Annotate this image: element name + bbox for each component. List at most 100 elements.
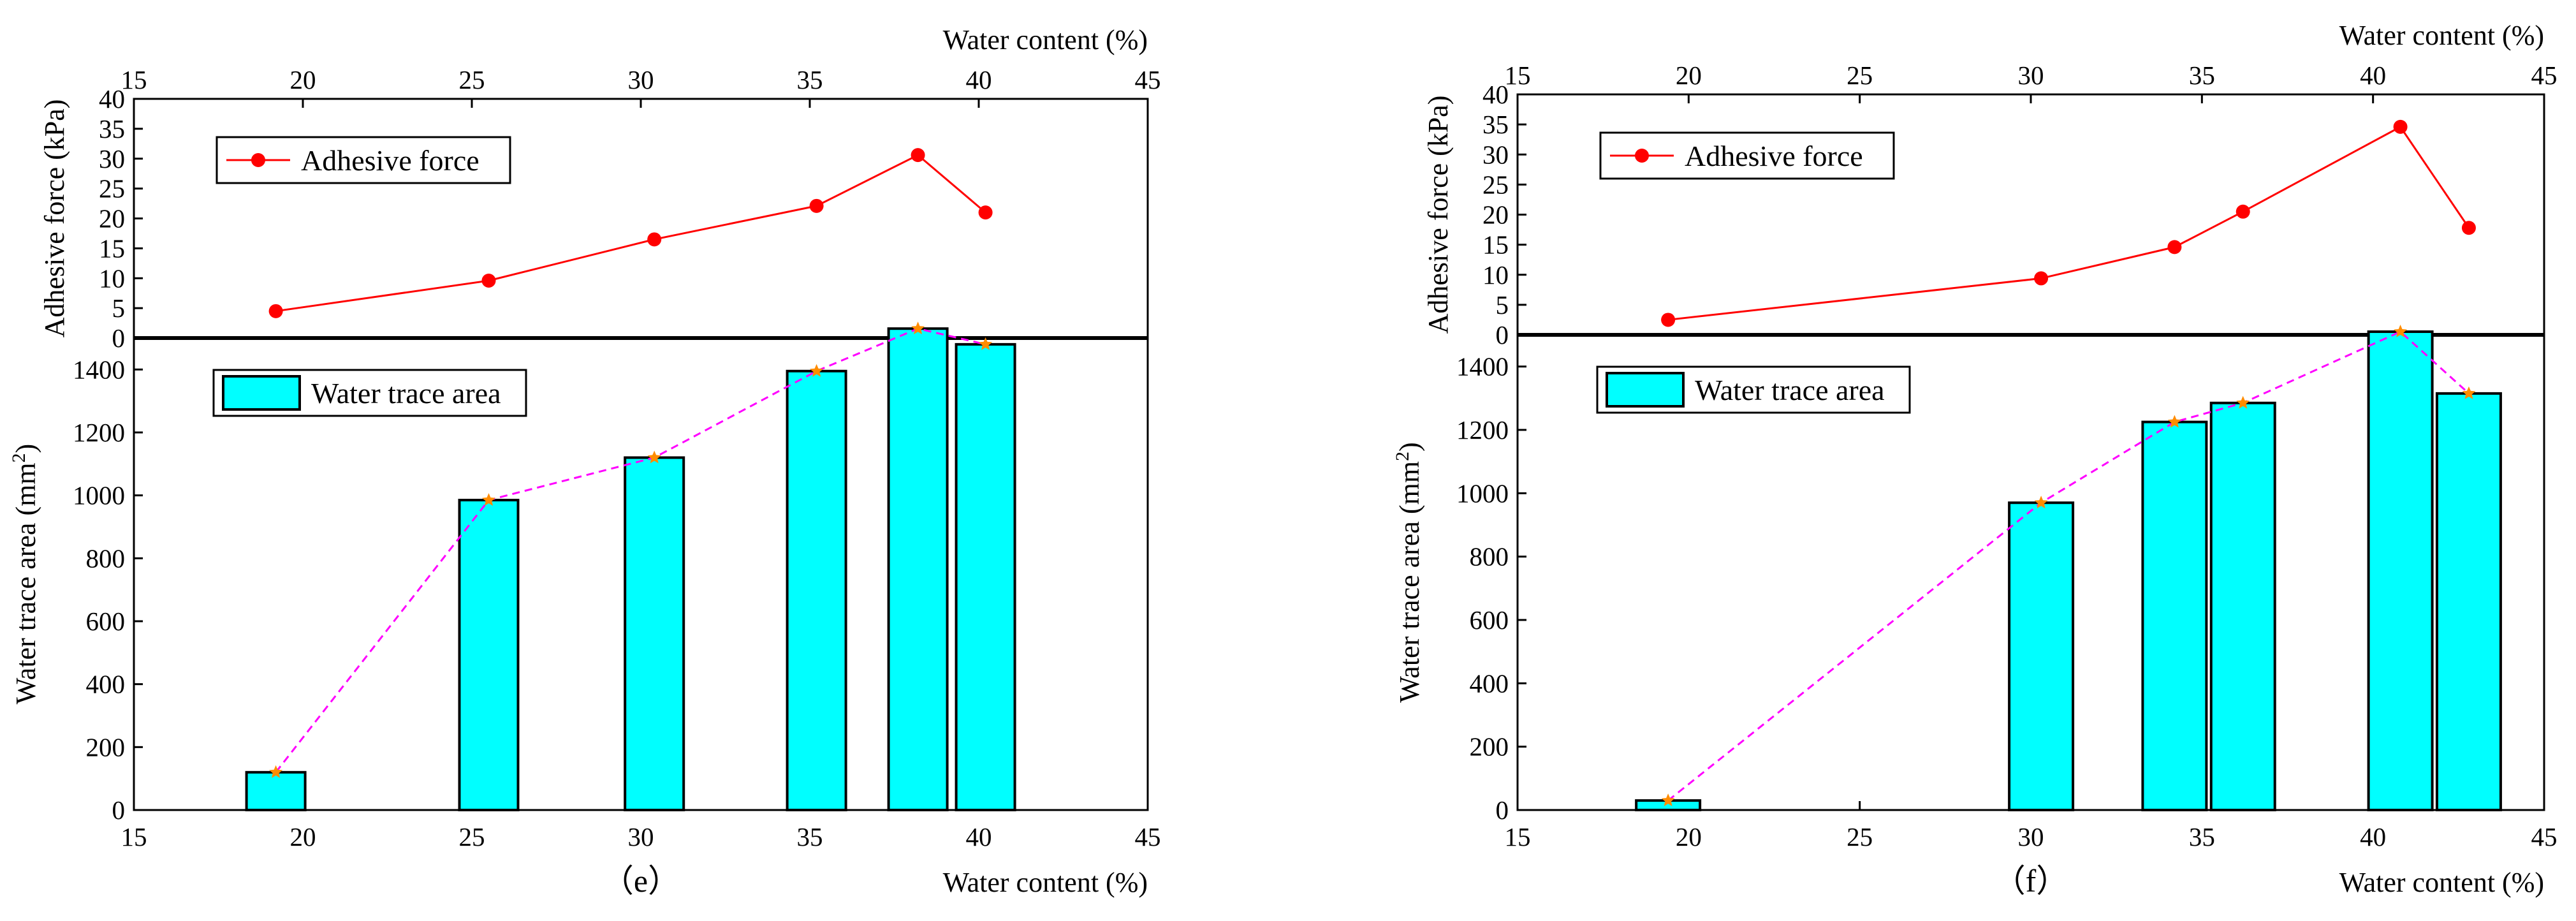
chart-e: 1515202025253030353540404545051015202530… — [8, 24, 1161, 899]
lower-y-axis-title: Water trace area (mm2) — [8, 444, 41, 704]
legend-label-water-trace-area: Water trace area — [1695, 374, 1885, 406]
x-tick-label-bottom: 35 — [797, 822, 823, 851]
lower-y-axis-title: Water trace area (mm2) — [1392, 442, 1425, 702]
upper-y-tick-label: 30 — [1482, 140, 1509, 169]
legend-point-swatch — [251, 153, 265, 167]
x-tick-label-top: 15 — [121, 65, 147, 94]
legend-point-swatch — [1635, 149, 1649, 163]
x-tick-label-top: 25 — [459, 65, 485, 94]
x-tick-label-top: 45 — [2531, 61, 2558, 90]
adhesive-force-line — [1667, 125, 2470, 321]
lower-y-tick-label: 1000 — [1456, 478, 1509, 508]
legend-adhesive-force: Adhesive force — [216, 136, 511, 184]
upper-y-tick-label: 0 — [112, 323, 126, 353]
water-trace-star-marker — [2394, 325, 2408, 337]
x-axis-title-top: Water content (%) — [943, 24, 1148, 55]
water-trace-trend-line — [275, 327, 986, 773]
water-trace-bar — [887, 327, 949, 811]
x-tick-label-bottom: 40 — [966, 822, 992, 851]
water-trace-bar — [2008, 501, 2075, 811]
adhesive-force-point — [2034, 271, 2049, 286]
upper-y-tick-label: 35 — [1482, 110, 1509, 139]
x-tick-label-top: 15 — [1505, 61, 1531, 90]
upper-y-tick-label: 30 — [99, 144, 125, 173]
upper-y-axis-title: Adhesive force (kPa) — [1423, 96, 1454, 334]
upper-y-tick-label: 0 — [1496, 320, 1509, 350]
adhesive-force-point — [978, 205, 993, 220]
legend-water-trace-area: Water trace area — [1596, 365, 1911, 414]
lower-y-axis-title-end: ) — [10, 444, 41, 453]
adhesive-force-point — [2236, 204, 2250, 219]
lower-y-tick-label: 200 — [1470, 732, 1509, 762]
x-tick-label-top: 30 — [2018, 61, 2044, 90]
adhesive-force-point — [2393, 119, 2408, 134]
lower-y-axis-title-end: ) — [1394, 442, 1425, 452]
water-trace-bar — [624, 456, 685, 811]
x-tick-label-top: 20 — [290, 65, 316, 94]
upper-y-tick-label: 10 — [99, 263, 125, 293]
water-trace-bar — [245, 770, 307, 812]
x-tick-label-top: 35 — [797, 65, 823, 94]
x-axis-title-bottom: Water content (%) — [2339, 867, 2544, 898]
adhesive-force-point — [481, 274, 496, 288]
chart-f: 1515202025253030353540404545051015202530… — [1392, 20, 2558, 899]
lower-y-tick-label: 800 — [1470, 542, 1509, 571]
x-tick-label-top: 30 — [628, 65, 654, 94]
legend-label-adhesive-force: Adhesive force — [301, 144, 479, 177]
x-tick-label-top: 40 — [2360, 61, 2386, 90]
adhesive-force-line — [275, 154, 986, 313]
x-tick-label-bottom: 20 — [1676, 822, 1702, 851]
lower-y-axis-title-sup: 2 — [8, 453, 29, 462]
lower-y-tick-label: 0 — [112, 795, 126, 825]
panel-label: （e） — [602, 863, 680, 899]
upper-y-tick-label: 35 — [99, 114, 125, 144]
lower-y-tick-label: 400 — [86, 670, 126, 699]
adhesive-force-point — [2461, 221, 2476, 235]
water-trace-star-marker — [1661, 793, 1675, 806]
legend-label-adhesive-force: Adhesive force — [1685, 140, 1863, 172]
lower-y-tick-label: 0 — [1496, 795, 1509, 825]
water-trace-bar — [2435, 392, 2502, 811]
x-tick-label-top: 40 — [966, 65, 992, 94]
water-trace-star-marker — [647, 450, 661, 464]
upper-y-tick-label: 25 — [1482, 170, 1509, 199]
x-axis-title-top: Water content (%) — [2339, 20, 2544, 51]
x-tick-label-top: 45 — [1135, 65, 1161, 94]
x-tick-label-top: 25 — [1847, 61, 1873, 90]
adhesive-force-point — [1661, 313, 1676, 327]
upper-y-axis-title: Adhesive force (kPa) — [39, 99, 70, 338]
water-trace-bar — [2209, 401, 2276, 811]
water-trace-bar — [458, 499, 520, 811]
upper-y-tick-label: 40 — [1482, 80, 1509, 109]
adhesive-force-point — [809, 198, 824, 213]
water-trace-star-marker — [2167, 415, 2181, 428]
lower-y-tick-label: 1400 — [1456, 352, 1509, 381]
upper-y-tick-label: 25 — [99, 174, 125, 203]
x-tick-label-bottom: 25 — [459, 822, 485, 851]
legend-label-water-trace-area: Water trace area — [311, 377, 501, 409]
upper-y-tick-label: 15 — [1482, 230, 1509, 260]
x-tick-label-top: 35 — [2189, 61, 2215, 90]
adhesive-force-point — [2167, 240, 2182, 254]
water-trace-star-marker — [979, 337, 993, 350]
upper-y-tick-label: 40 — [99, 84, 125, 114]
upper-y-tick-label: 5 — [112, 293, 126, 323]
upper-y-tick-label: 20 — [99, 204, 125, 233]
water-trace-star-marker — [2236, 395, 2250, 409]
x-tick-label-top: 20 — [1676, 61, 1702, 90]
legend-water-trace-area: Water trace area — [212, 369, 527, 417]
panel-label: （f） — [1994, 863, 2068, 899]
water-trace-star-marker — [269, 765, 283, 778]
x-tick-label-bottom: 15 — [121, 822, 147, 851]
water-trace-star-marker — [482, 493, 495, 506]
x-tick-label-bottom: 35 — [2189, 822, 2215, 851]
x-tick-label-bottom: 15 — [1505, 822, 1531, 851]
legend-adhesive-force: Adhesive force — [1599, 131, 1895, 180]
adhesive-force-point — [911, 148, 925, 163]
x-tick-label-bottom: 40 — [2360, 822, 2386, 851]
upper-y-tick-label: 20 — [1482, 200, 1509, 230]
water-trace-bar — [786, 369, 847, 811]
lower-y-tick-label: 1200 — [1456, 415, 1509, 445]
water-trace-star-marker — [810, 364, 824, 377]
